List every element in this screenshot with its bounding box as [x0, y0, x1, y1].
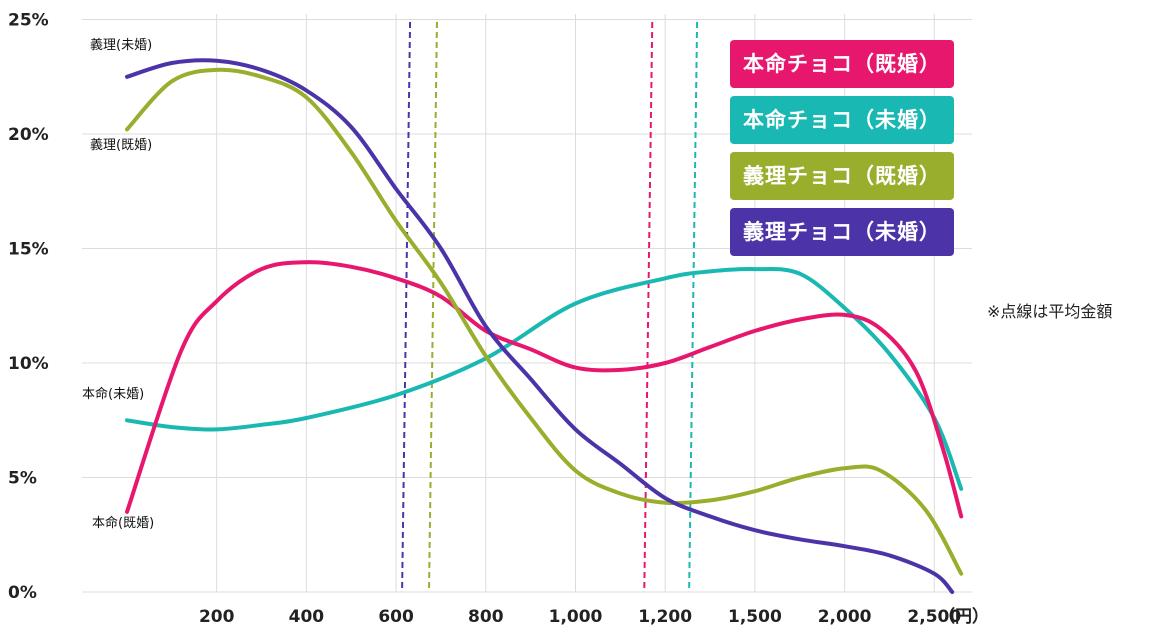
- series-annotation: 本命(既婚): [92, 515, 154, 531]
- mean-line-3: [401, 21, 412, 593]
- y-tick-label: 15%: [8, 240, 49, 260]
- y-tick-label: 10%: [8, 354, 49, 374]
- series-lines: [125, 58, 964, 594]
- legend-item-giri-married: 義理チョコ（既婚）: [730, 152, 954, 200]
- series-annotations: 義理(未婚) 義理(既婚) 本命(未婚) 本命(既婚): [82, 37, 154, 531]
- series-line-0: [125, 260, 964, 519]
- x-tick-label: 1,200: [638, 607, 692, 627]
- x-tick-label: 600: [378, 607, 414, 627]
- series-annotation: 義理(未婚): [90, 37, 152, 53]
- y-tick-label: 20%: [8, 125, 49, 145]
- y-tick-label: 25%: [8, 11, 49, 31]
- series-annotation: 本命(未婚): [82, 386, 144, 402]
- series-line-1: [125, 267, 964, 491]
- x-tick-label: 800: [468, 607, 504, 627]
- x-unit-label: （円）: [938, 606, 989, 627]
- y-tick-label: 5%: [8, 469, 37, 489]
- mean-lines: [401, 21, 699, 593]
- dotted-line-note: ※点線は平均金額: [987, 302, 1113, 321]
- mean-line-0: [643, 21, 654, 593]
- x-tick-label: 2,500: [907, 607, 961, 627]
- series-annotation: 義理(既婚): [90, 137, 152, 153]
- x-tick-label: 200: [199, 607, 235, 627]
- x-axis: 200 400 600 800 1,000 1,200 1,500 2,000 2,500（円）: [199, 606, 989, 627]
- mean-line-2: [427, 21, 438, 593]
- x-tick-label: 2,000: [818, 607, 872, 627]
- x-tick-label: 1,000: [549, 607, 603, 627]
- series-line-2: [125, 67, 964, 576]
- legend-item-giri-single: 義理チョコ（未婚）: [730, 208, 954, 256]
- mean-line-1: [688, 21, 699, 593]
- legend-item-honmei-married: 本命チョコ（既婚）: [730, 40, 954, 88]
- legend-item-honmei-single: 本命チョコ（未婚）: [730, 96, 954, 144]
- y-tick-label: 0%: [8, 583, 37, 603]
- x-tick-label: 1,500: [728, 607, 782, 627]
- series-line-3: [125, 58, 955, 594]
- x-tick-label: 400: [289, 607, 325, 627]
- y-axis: 0% 5% 10% 15% 20% 25%: [8, 11, 49, 604]
